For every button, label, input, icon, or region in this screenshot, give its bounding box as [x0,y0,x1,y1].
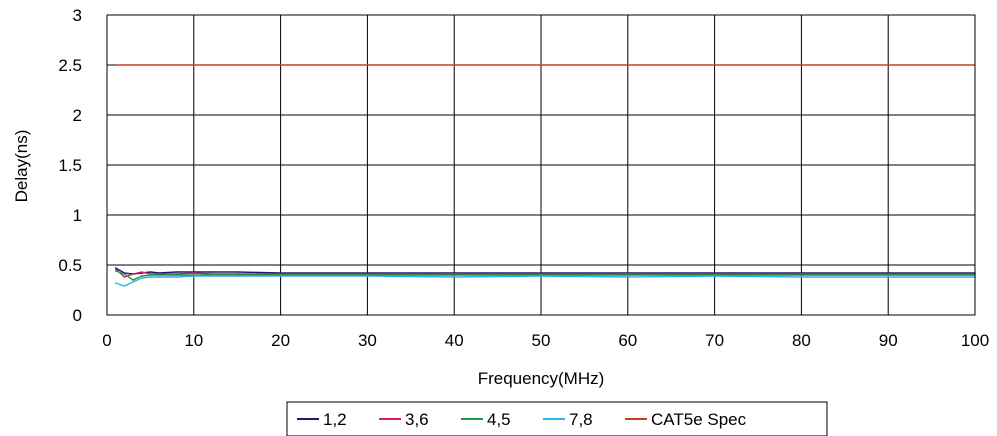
legend-label: 4,5 [487,410,511,429]
data-point [210,271,212,273]
data-point [158,276,160,278]
legend-label: 1,2 [323,410,347,429]
y-tick-label: 0 [73,306,82,325]
axes: 0 10 20 30 40 50 60 70 80 90 100 0 0.5 1 1.5 2 2.5 3 [58,6,989,350]
data-point [887,276,889,278]
data-point [236,275,238,277]
x-tick-label: 70 [705,331,724,350]
data-point [279,275,282,277]
data-point [453,274,456,276]
x-tick-label: 30 [358,331,377,350]
y-tick-label: 1.5 [58,156,82,175]
data-point [140,271,143,273]
data-point [114,268,117,270]
data-point [140,277,143,279]
series-line-1-2 [115,267,975,275]
series-lines [114,64,976,287]
data-point [123,276,126,278]
data-point [149,271,152,273]
series-line-7-8 [115,275,975,287]
legend-label: 7,8 [569,410,593,429]
data-point [453,276,456,278]
x-tick-label: 0 [102,331,111,350]
y-tick-label: 2.5 [58,56,82,75]
y-axis-title: Delay(ns) [12,130,31,203]
data-point [627,276,629,278]
data-point [193,275,195,277]
data-point [887,274,889,276]
data-point [800,276,803,278]
data-point [123,285,126,287]
data-point [175,271,178,273]
data-point [132,273,134,275]
legend-label: CAT5e Spec [651,410,747,429]
y-tick-label: 3 [73,6,82,25]
x-tick-label: 40 [445,331,464,350]
data-point [132,279,134,281]
data-point [175,276,178,278]
x-tick-label: 10 [184,331,203,350]
data-point [800,274,803,276]
grid [106,14,976,316]
data-point [627,274,629,276]
data-point [366,275,369,277]
x-tick-label: 60 [618,331,637,350]
data-point [140,275,143,277]
x-tick-label: 50 [532,331,551,350]
data-point [210,275,212,277]
data-point [158,274,160,276]
y-tick-label: 1 [73,206,82,225]
data-point [540,275,542,277]
data-point [175,274,178,276]
data-point [149,274,152,276]
legend: 1,2 3,6 4,5 7,8 CAT5e Spec [286,401,828,436]
x-tick-label: 80 [792,331,811,350]
data-point [193,272,195,274]
x-tick-label: 90 [879,331,898,350]
data-point [236,271,238,273]
y-tick-label: 0.5 [58,256,82,275]
data-point [149,276,152,278]
data-point [713,275,716,277]
data-point [114,282,117,284]
x-axis-title: Frequency(MHz) [478,369,605,388]
data-point [132,281,134,283]
data-point [114,270,117,272]
y-tick-label: 2 [73,106,82,125]
legend-label: 3,6 [405,410,429,429]
x-tick-label: 100 [961,331,989,350]
x-tick-label: 20 [271,331,290,350]
data-point [123,273,126,275]
plot-area-frame [106,14,976,316]
